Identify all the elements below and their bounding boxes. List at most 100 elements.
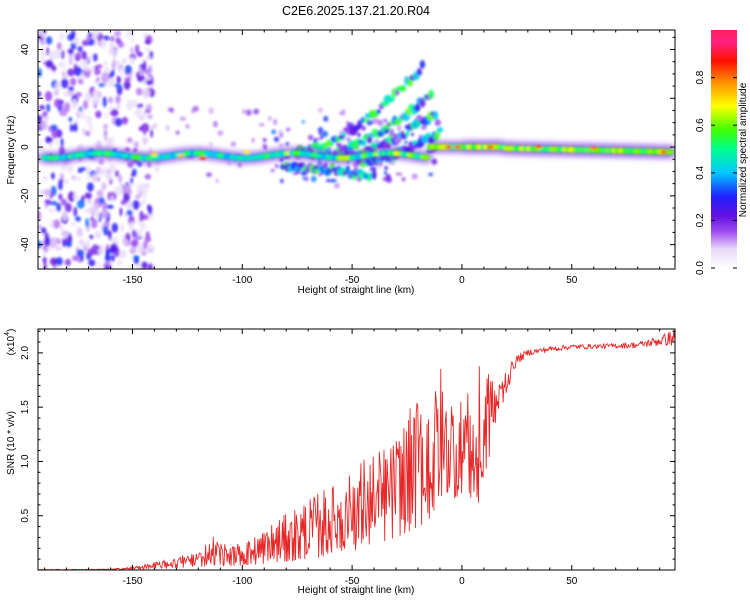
noise-blob	[82, 99, 89, 110]
noise-blob	[125, 199, 133, 210]
noise-blob	[49, 257, 58, 266]
noise-blob	[107, 49, 112, 56]
noise-blob	[175, 130, 180, 135]
branch-blob	[348, 174, 352, 179]
noise-blob	[74, 37, 80, 46]
noise-blob	[85, 131, 91, 137]
spectrogram-y-axis-label: Frequency (Hz)	[6, 116, 17, 185]
noise-blob	[79, 113, 87, 120]
noise-blob	[76, 249, 85, 257]
noise-blob	[60, 137, 64, 147]
spectrogram-x-tick-label: -100	[232, 275, 252, 286]
noise-blob	[136, 71, 140, 79]
snr-line-layer	[38, 330, 675, 570]
noise-blob	[54, 98, 62, 108]
carrier-core	[535, 145, 543, 149]
noise-blob	[38, 91, 42, 98]
noise-blob	[91, 218, 98, 229]
branch-blob	[379, 161, 383, 166]
branch-blob	[384, 165, 388, 171]
noise-blob	[109, 35, 115, 43]
noise-blob	[38, 210, 42, 222]
branch-blob	[434, 119, 441, 127]
noise-blob	[78, 106, 83, 112]
noise-blob	[75, 91, 82, 98]
noise-blob	[45, 236, 51, 247]
branch-blob	[432, 110, 439, 121]
snr-y-tick-label: 0.5	[20, 508, 31, 522]
noise-blob	[108, 41, 116, 51]
noise-blob	[100, 38, 107, 49]
branch-blob	[313, 138, 318, 144]
noise-blob	[55, 139, 59, 146]
noise-blob	[131, 172, 136, 177]
spectrogram-frame	[37, 29, 676, 270]
noise-blob	[212, 120, 218, 128]
branch-blob	[326, 138, 331, 147]
noise-blob	[79, 238, 85, 247]
svg-text:(x104): (x104)	[4, 329, 17, 356]
snr-y-exponent: (x104)	[4, 329, 17, 356]
branch-blob	[279, 178, 284, 184]
noise-blob	[53, 89, 59, 96]
noise-blob	[107, 191, 112, 201]
noise-blob	[89, 234, 94, 240]
noise-blob	[208, 107, 214, 115]
noise-blob	[139, 184, 146, 193]
noise-blob	[120, 66, 124, 77]
noise-blob	[108, 77, 115, 88]
noise-blob	[73, 206, 78, 217]
branch-blob	[361, 140, 367, 146]
noise-blob	[130, 177, 134, 184]
noise-blob	[268, 115, 272, 122]
noise-blob	[103, 225, 109, 236]
branch-blob	[315, 164, 319, 170]
spectrogram-axes: -150 -100 -50 0 50 -40 -20 0 20 40	[20, 29, 676, 286]
branch-blob	[302, 176, 307, 181]
noise-blob	[58, 32, 66, 41]
noise-blob	[94, 231, 102, 239]
branch-blob	[317, 127, 324, 133]
noise-blob	[68, 54, 73, 66]
colorbar-label: Normalized spectral amplitude	[738, 82, 749, 217]
noise-blob	[143, 214, 149, 220]
noise-blob	[88, 123, 94, 134]
noise-blob	[317, 107, 324, 113]
carrier-blob	[423, 154, 430, 161]
noise-blob	[139, 210, 145, 222]
branch-blob	[320, 142, 325, 152]
spectrogram-x-tick-label: -50	[345, 275, 360, 286]
noise-blob	[142, 198, 146, 203]
noise-blob	[70, 221, 77, 228]
noise-blob	[144, 109, 152, 114]
noise-blob	[91, 31, 99, 38]
branch-blob	[416, 114, 423, 121]
noise-blob	[185, 124, 190, 129]
noise-blob	[85, 199, 93, 205]
noise-blob	[145, 231, 150, 240]
noise-blob	[70, 30, 76, 40]
noise-blob	[124, 64, 132, 74]
noise-blob	[102, 165, 108, 173]
snr-exponent-base: (x10	[6, 335, 17, 355]
noise-blob	[131, 238, 139, 249]
figure-title: C2E6.2025.137.21.20.R04	[282, 4, 430, 18]
noise-blob	[38, 261, 41, 268]
noise-blob	[145, 184, 149, 194]
branch-blob	[357, 132, 362, 138]
noise-blob	[237, 162, 243, 168]
noise-blob	[123, 192, 131, 203]
noise-blob	[51, 128, 58, 139]
noise-blob	[58, 181, 63, 191]
noise-blob	[64, 178, 69, 185]
spectrogram-y-tick-label: 20	[20, 92, 31, 104]
branch-blob	[374, 138, 379, 143]
branch-blob	[346, 146, 354, 152]
noise-blob	[98, 158, 105, 165]
noise-blob	[104, 254, 111, 263]
snr-y-tick-label: 1.5	[20, 400, 31, 414]
noise-blob	[134, 194, 141, 199]
noise-blob	[73, 63, 78, 73]
noise-blob	[146, 244, 153, 254]
noise-blob	[102, 96, 107, 108]
